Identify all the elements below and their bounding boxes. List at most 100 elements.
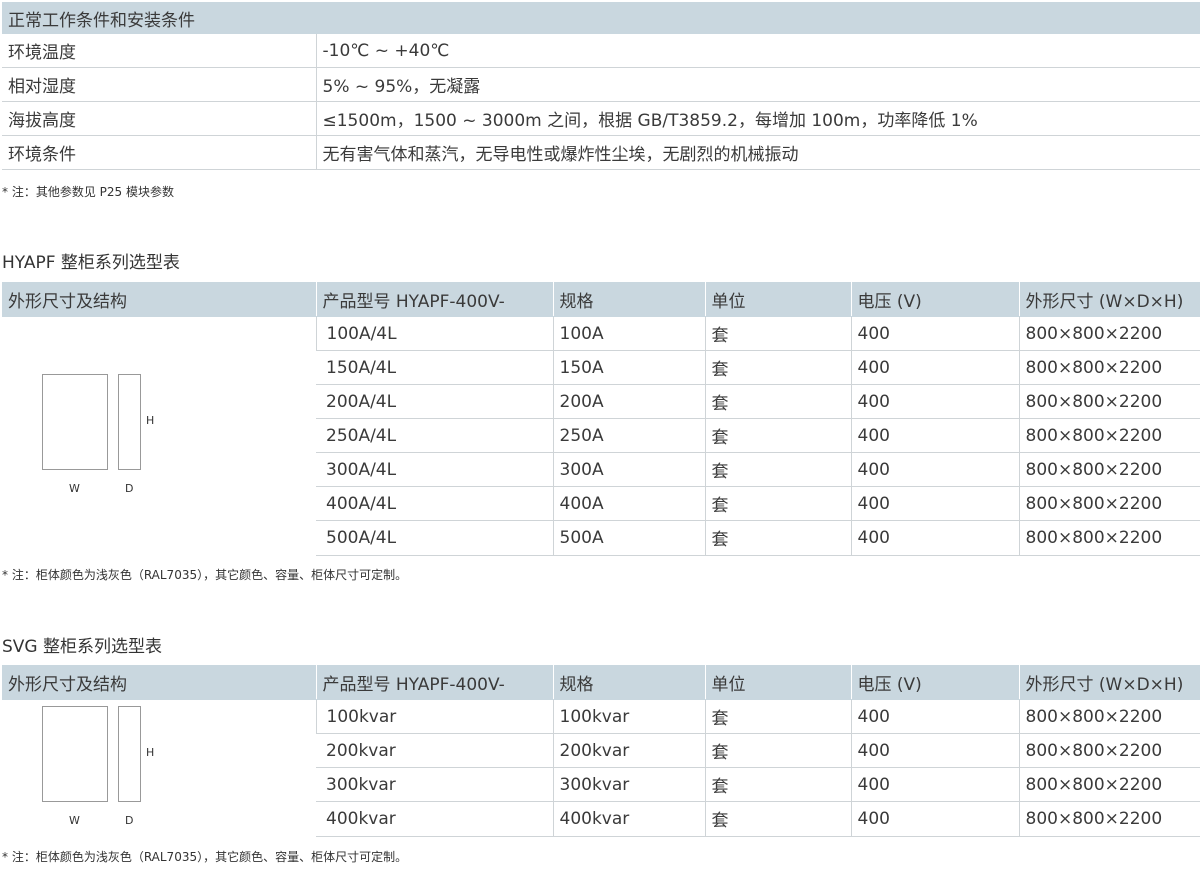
column-header: 单位	[704, 282, 852, 317]
table-row: 250A/4L 250A 套 400 800×800×2200	[2, 418, 1200, 454]
dimension-figure: H W D	[2, 317, 316, 556]
table-cell: 100A/4L	[315, 315, 554, 352]
table-cell: 400	[850, 486, 1020, 522]
column-header: 产品型号 HYAPF-400V-	[315, 665, 554, 700]
table-cell: 套	[704, 350, 852, 386]
table-cell: 套	[704, 801, 852, 837]
table-cell: 400	[850, 418, 1020, 454]
table-cell: 400A/4L	[316, 486, 554, 522]
table-cell: 800×800×2200	[1018, 384, 1200, 420]
table-cell: 套	[704, 418, 852, 454]
header-row: 外形尺寸及结构 产品型号 HYAPF-400V- 规格 单位 电压 (V) 外形尺寸 (W…	[2, 665, 1200, 700]
conditions-note: * 注：其他参数见 P25 模块参数	[2, 185, 174, 199]
table-cell: 400	[850, 801, 1020, 837]
table-cell: 800×800×2200	[1018, 315, 1200, 352]
table-cell: 800×800×2200	[1018, 767, 1200, 803]
table-cell: 150A/4L	[316, 350, 554, 386]
table-cell: 200A	[552, 384, 706, 420]
conditions-title: 正常工作条件和安装条件	[2, 2, 1200, 34]
cabinet-front-shape	[42, 706, 108, 802]
column-header: 外形尺寸 (W×D×H)	[1018, 282, 1200, 317]
table-cell: 400	[850, 520, 1020, 556]
condition-label: 海拔高度	[2, 101, 317, 136]
table-cell: 800×800×2200	[1018, 801, 1200, 837]
column-header: 规格	[552, 282, 706, 317]
condition-label: 相对湿度	[2, 67, 317, 102]
table-cell: 800×800×2200	[1018, 452, 1200, 488]
dimension-figure: H W D	[2, 700, 316, 837]
table-cell: 800×800×2200	[1018, 698, 1200, 735]
table-cell: 套	[704, 384, 852, 420]
condition-label: 环境温度	[2, 33, 317, 68]
table-row: 400A/4L 400A 套 400 800×800×2200	[2, 486, 1200, 522]
column-header: 电压 (V)	[850, 282, 1020, 317]
column-header: 单位	[704, 665, 852, 700]
table-cell: 套	[704, 520, 852, 556]
table-cell: 200kvar	[552, 733, 706, 769]
table-cell: 400A	[552, 486, 706, 522]
table-cell: 100A	[552, 315, 706, 352]
table-cell: 套	[704, 698, 852, 735]
condition-value: -10℃ ~ +40℃	[315, 33, 1200, 68]
header-row: 外形尺寸及结构 产品型号 HYAPF-400V- 规格 单位 电压 (V) 外形尺寸 (W…	[2, 282, 1200, 317]
table-cell: 400	[850, 384, 1020, 420]
table-cell: 200A/4L	[316, 384, 554, 420]
table-cell: 400kvar	[552, 801, 706, 837]
width-label: W	[69, 814, 80, 827]
svg-table: 外形尺寸及结构 产品型号 HYAPF-400V- 规格 单位 电压 (V) 外形尺寸 (W…	[2, 665, 1200, 837]
table-row: 300A/4L 300A 套 400 800×800×2200	[2, 452, 1200, 488]
table-cell: 800×800×2200	[1018, 733, 1200, 769]
table-row: 200A/4L 200A 套 400 800×800×2200	[2, 384, 1200, 420]
table-cell: 400	[850, 767, 1020, 803]
table-row: H W D 100kvar 100kvar 套 400 800×800×2200	[2, 698, 1200, 827]
hyapf-note: * 注：柜体颜色为浅灰色（RAL7035），其它颜色、容量、柜体尺寸可定制。	[2, 568, 408, 582]
table-cell: 150A	[552, 350, 706, 386]
table-row: H W D 100A/4L 100A 套 400 800×800×2200	[2, 315, 1200, 495]
table-cell: 300A/4L	[316, 452, 554, 488]
table-cell: 800×800×2200	[1018, 486, 1200, 522]
hyapf-table: 外形尺寸及结构 产品型号 HYAPF-400V- 规格 单位 电压 (V) 外形尺寸 (W…	[2, 282, 1200, 556]
column-header: 产品型号 HYAPF-400V-	[315, 282, 554, 317]
conditions-table: 正常工作条件和安装条件 环境温度 -10℃ ~ +40℃ 相对湿度 5% ~ 95%，…	[2, 2, 1200, 170]
table-cell: 300kvar	[552, 767, 706, 803]
column-header: 规格	[552, 665, 706, 700]
table-cell: 200kvar	[316, 733, 554, 769]
depth-label: D	[125, 482, 134, 495]
height-label: H	[146, 414, 155, 427]
table-row: 300kvar 300kvar 套 400 800×800×2200	[2, 767, 1200, 803]
table-cell: 300A	[552, 452, 706, 488]
column-header: 电压 (V)	[850, 665, 1020, 700]
table-cell: 250A	[552, 418, 706, 454]
hyapf-title: HYAPF 整柜系列选型表	[2, 253, 180, 273]
table-cell: 套	[704, 315, 852, 352]
width-label: W	[69, 482, 80, 495]
table-row: 海拔高度 ≤1500m，1500 ~ 3000m 之间，根据 GB/T3859.2…	[2, 101, 1200, 136]
table-cell: 400kvar	[316, 801, 554, 837]
height-label: H	[146, 746, 155, 759]
table-cell: 500A/4L	[316, 520, 554, 556]
cabinet-front-shape	[42, 374, 108, 470]
table-cell: 800×800×2200	[1018, 520, 1200, 556]
table-cell: 250A/4L	[316, 418, 554, 454]
table-cell: 800×800×2200	[1018, 350, 1200, 386]
table-cell: 400	[850, 452, 1020, 488]
table-cell: 套	[704, 452, 852, 488]
table-cell: 400	[850, 733, 1020, 769]
condition-value: 无有害气体和蒸汽，无导电性或爆炸性尘埃，无剧烈的机械振动	[315, 135, 1200, 170]
condition-value: ≤1500m，1500 ~ 3000m 之间，根据 GB/T3859.2，每增加…	[315, 101, 1200, 136]
column-header: 外形尺寸 (W×D×H)	[1018, 665, 1200, 700]
table-cell: 500A	[552, 520, 706, 556]
table-cell: 400	[850, 315, 1020, 352]
table-cell: 400	[850, 350, 1020, 386]
condition-value: 5% ~ 95%，无凝露	[315, 67, 1200, 102]
table-row: 200kvar 200kvar 套 400 800×800×2200	[2, 733, 1200, 769]
table-cell: 800×800×2200	[1018, 418, 1200, 454]
table-cell: 100kvar	[315, 698, 554, 735]
cabinet-side-shape	[118, 374, 141, 470]
table-cell: 套	[704, 733, 852, 769]
svg-title: SVG 整柜系列选型表	[2, 637, 162, 657]
column-header: 外形尺寸及结构	[2, 665, 317, 700]
table-cell: 400	[850, 698, 1020, 735]
table-row: 相对湿度 5% ~ 95%，无凝露	[2, 67, 1200, 102]
table-cell: 100kvar	[552, 698, 706, 735]
